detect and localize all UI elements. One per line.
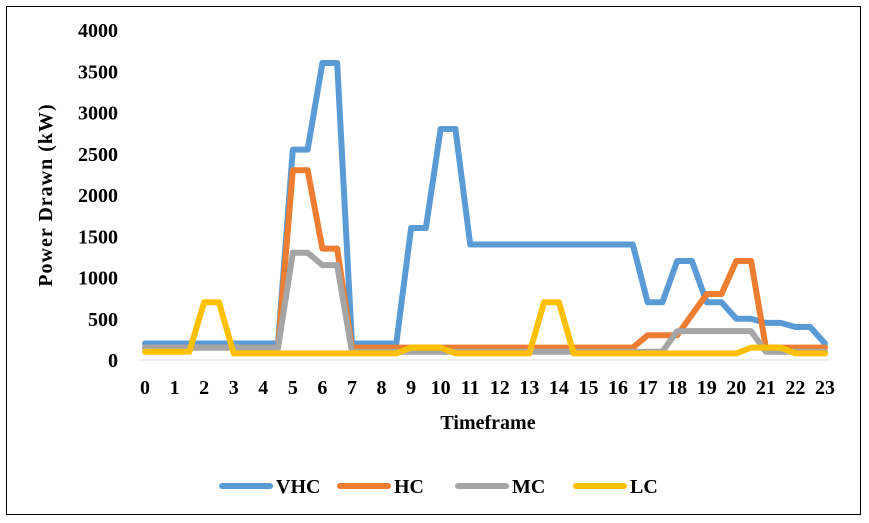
x-tick-label: 13 xyxy=(519,377,539,399)
x-tick-label: 20 xyxy=(726,377,746,399)
x-tick-label: 22 xyxy=(785,377,805,399)
x-tick-label: 9 xyxy=(406,377,416,399)
x-tick-label: 17 xyxy=(638,377,658,399)
x-tick-label: 12 xyxy=(490,377,510,399)
chart-frame xyxy=(6,6,861,515)
y-axis-title: Power Drawn (kW) xyxy=(35,103,57,286)
y-tick-label: 1000 xyxy=(78,268,118,290)
y-tick-label: 1500 xyxy=(78,226,118,248)
x-tick-label: 6 xyxy=(317,377,327,399)
series-line-vhc xyxy=(142,60,828,347)
x-tick-label: 4 xyxy=(258,377,268,399)
x-axis-ticks: 0 1 2 3 4 5 6 7 8 9 10 11 12 13 14 15 16 17 18 19 20 21 22 23 xyxy=(140,377,835,399)
y-tick-label: 2000 xyxy=(78,185,118,207)
x-tick-label: 7 xyxy=(347,377,357,399)
series-line-hc xyxy=(142,167,828,351)
y-tick-label: 3500 xyxy=(78,61,118,83)
x-tick-label: 21 xyxy=(756,377,776,399)
x-tick-label: 3 xyxy=(229,377,239,399)
x-tick-label: 1 xyxy=(170,377,180,399)
x-tick-label: 8 xyxy=(377,377,387,399)
legend-label-lc: LC xyxy=(630,476,658,498)
x-axis-title: Timeframe xyxy=(440,412,535,434)
y-axis-ticks: 0 500 1000 1500 2000 2500 3000 3500 4000 xyxy=(78,20,118,372)
legend-label-hc: HC xyxy=(394,476,424,498)
y-tick-label: 3000 xyxy=(78,103,118,125)
x-tick-label: 18 xyxy=(667,377,687,399)
x-tick-label: 10 xyxy=(431,377,451,399)
x-tick-label: 14 xyxy=(549,377,569,399)
series-line-lc xyxy=(142,299,828,357)
x-tick-label: 16 xyxy=(608,377,628,399)
y-tick-label: 500 xyxy=(88,309,118,331)
x-tick-label: 11 xyxy=(461,377,480,399)
y-tick-label: 4000 xyxy=(78,20,118,42)
x-tick-label: 2 xyxy=(199,377,209,399)
x-tick-label: 0 xyxy=(140,377,150,399)
legend-label-vhc: VHC xyxy=(276,476,320,498)
x-tick-label: 19 xyxy=(697,377,717,399)
x-tick-label: 15 xyxy=(578,377,598,399)
y-tick-label: 2500 xyxy=(78,144,118,166)
legend: VHC HC MC LC xyxy=(219,476,658,498)
y-tick-label: 0 xyxy=(108,350,118,372)
legend-label-mc: MC xyxy=(512,476,545,498)
x-tick-label: 5 xyxy=(288,377,298,399)
series-lines xyxy=(142,60,828,357)
x-tick-label: 23 xyxy=(815,377,835,399)
